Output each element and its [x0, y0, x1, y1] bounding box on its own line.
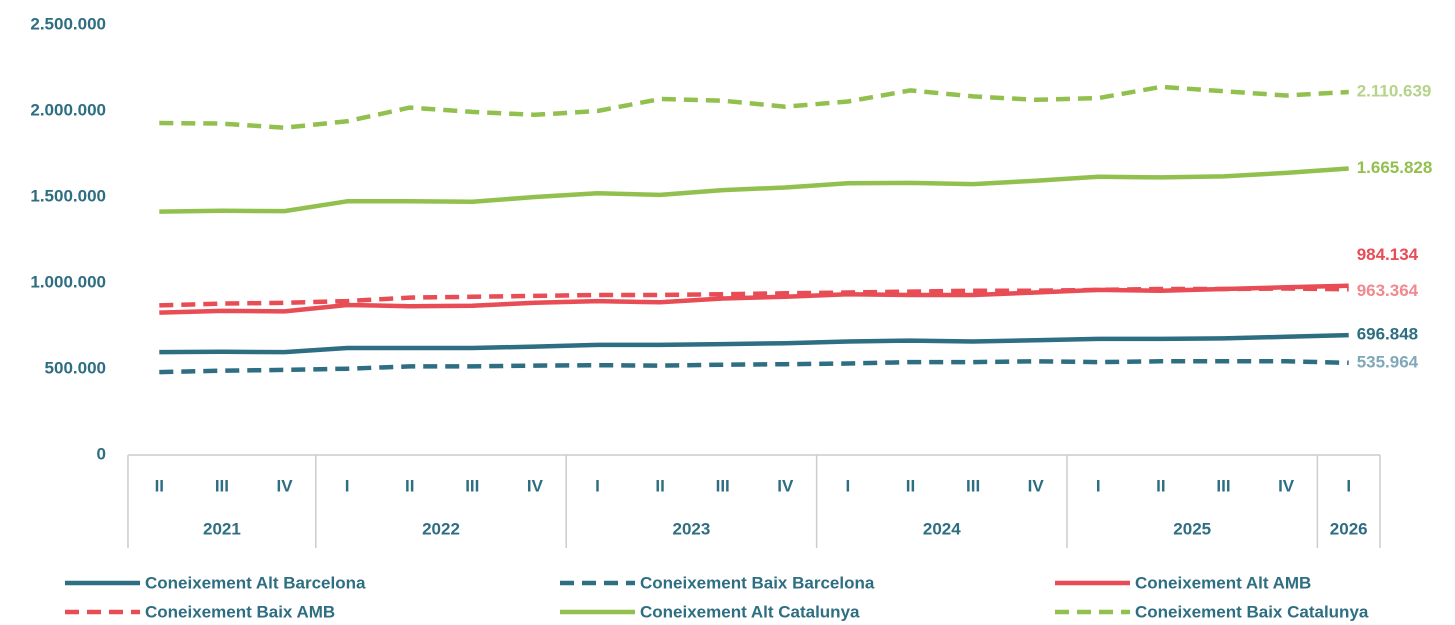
- x-tick-label: I: [846, 476, 851, 495]
- end-label: 963.364: [1357, 281, 1419, 300]
- x-tick-label: III: [1216, 476, 1230, 495]
- y-tick-label: 1.500.000: [30, 186, 106, 205]
- legend-label: Coneixement Baix AMB: [145, 602, 335, 621]
- y-tick-label: 2.000.000: [30, 100, 106, 119]
- x-tick-label: IV: [1278, 476, 1295, 495]
- end-label: 984.134: [1357, 245, 1419, 264]
- x-tick-label: III: [716, 476, 730, 495]
- x-tick-label: II: [906, 476, 915, 495]
- x-tick-label: II: [655, 476, 664, 495]
- legend-label: Coneixement Alt Barcelona: [145, 573, 366, 592]
- x-tick-label: II: [1156, 476, 1165, 495]
- x-tick-label: I: [595, 476, 600, 495]
- series-line: [159, 286, 1349, 308]
- x-tick-label: II: [155, 476, 164, 495]
- x-tick-label: IV: [1028, 476, 1045, 495]
- series-line: [159, 84, 1349, 130]
- x-tick-label: III: [966, 476, 980, 495]
- end-label: 2.110.639: [1357, 81, 1432, 100]
- y-tick-label: 2.500.000: [30, 14, 106, 33]
- x-tick-label: III: [465, 476, 479, 495]
- y-tick-label: 1.000.000: [30, 272, 106, 291]
- legend-label: Coneixement Baix Barcelona: [640, 573, 875, 592]
- year-label: 2023: [672, 519, 710, 538]
- end-label: 1.665.828: [1357, 158, 1433, 177]
- end-label: 535.964: [1357, 352, 1419, 371]
- x-tick-label: IV: [777, 476, 794, 495]
- x-tick-label: IV: [527, 476, 544, 495]
- x-tick-label: I: [1096, 476, 1101, 495]
- legend-label: Coneixement Baix Catalunya: [1135, 602, 1369, 621]
- series-line: [159, 332, 1349, 355]
- y-tick-label: 0: [97, 444, 106, 463]
- legend-label: Coneixement Alt Catalunya: [640, 602, 860, 621]
- year-label: 2025: [1173, 519, 1211, 538]
- end-label: 696.848: [1357, 325, 1418, 344]
- x-tick-label: I: [1346, 476, 1351, 495]
- series-line: [159, 166, 1349, 214]
- year-label: 2026: [1330, 519, 1368, 538]
- series-line: [159, 359, 1349, 375]
- y-tick-label: 500.000: [45, 358, 106, 377]
- x-tick-label: IV: [276, 476, 293, 495]
- year-label: 2022: [422, 519, 460, 538]
- x-tick-label: III: [215, 476, 229, 495]
- legend-label: Coneixement Alt AMB: [1135, 573, 1311, 592]
- year-label: 2024: [923, 519, 961, 538]
- x-tick-label: I: [345, 476, 350, 495]
- x-tick-label: II: [405, 476, 414, 495]
- year-label: 2021: [203, 519, 241, 538]
